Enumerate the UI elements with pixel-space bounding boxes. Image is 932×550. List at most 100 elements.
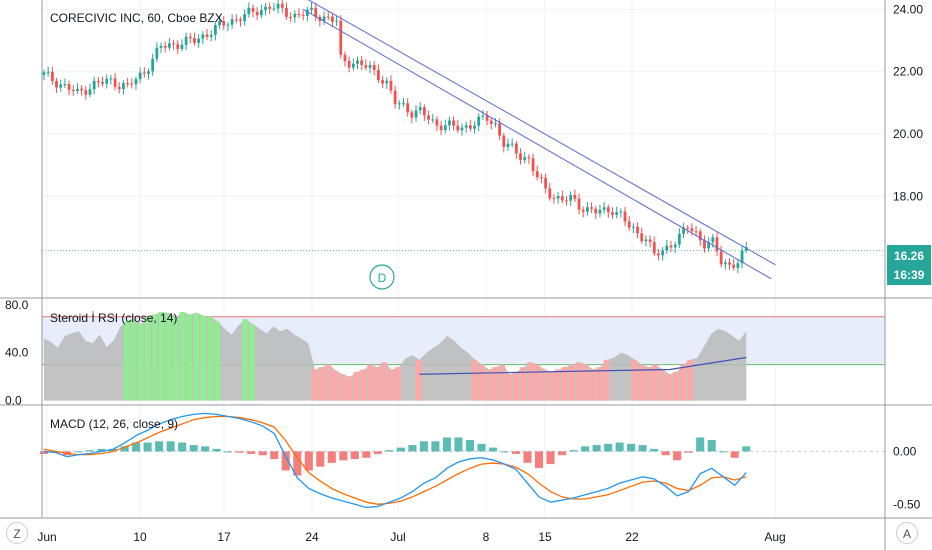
rsi-bar-overbought: [242, 319, 248, 401]
candle-body: [193, 38, 196, 43]
candle-body: [305, 9, 309, 16]
trend-line[interactable]: [303, 0, 776, 266]
candle: [682, 222, 685, 239]
candle: [661, 247, 665, 261]
rsi-bar-oversold: [388, 369, 394, 401]
candle: [385, 77, 389, 89]
candle-body: [397, 103, 401, 105]
macd-tick-label: 0.00: [893, 444, 917, 458]
candle-body: [665, 245, 669, 251]
x-tick-label: 10: [133, 530, 147, 544]
auto-scale-button[interactable]: A: [896, 522, 918, 544]
candle: [560, 190, 564, 204]
rsi-bar-overbought: [193, 313, 200, 401]
macd-histogram-bar: [477, 443, 486, 452]
macd-histogram-bar: [684, 451, 693, 453]
macd-histogram-bar: [534, 451, 544, 468]
trend-line[interactable]: [302, 8, 772, 280]
dividend-marker[interactable]: D: [369, 264, 395, 290]
candle-body: [640, 233, 644, 242]
candle: [239, 16, 242, 27]
candle-body: [410, 112, 414, 118]
macd-histogram-bar: [592, 445, 601, 452]
macd-histogram-bar: [212, 448, 221, 452]
price-pane[interactable]: [42, 0, 885, 280]
candle: [481, 110, 485, 120]
candle-body: [213, 25, 217, 35]
candle: [301, 10, 305, 21]
candle: [163, 41, 167, 53]
candle-body: [631, 226, 635, 228]
macd-histogram-bar: [258, 451, 267, 456]
candle-body: [565, 200, 568, 202]
candle-body: [694, 231, 698, 233]
price-tick-label: 18.00: [893, 189, 923, 203]
candle: [548, 182, 552, 201]
candle-body: [703, 240, 706, 249]
candle-body: [669, 245, 673, 248]
candle: [581, 206, 585, 218]
candle: [736, 259, 740, 274]
candle-body: [172, 43, 175, 45]
macd-histogram-bar: [155, 441, 164, 452]
candle-body: [218, 21, 221, 26]
candle-body: [661, 250, 665, 256]
candle: [92, 76, 96, 95]
candle-body: [414, 110, 418, 118]
candle: [640, 227, 644, 244]
candle-body: [723, 262, 727, 265]
candle: [594, 206, 598, 220]
macd-histogram-bar: [650, 448, 659, 452]
candle-body: [728, 262, 731, 265]
candle-body: [677, 233, 681, 245]
candle-body: [80, 88, 84, 91]
candle-body: [109, 78, 113, 80]
rsi-bar-overbought: [165, 313, 172, 401]
log-scale-button[interactable]: Z: [6, 522, 28, 544]
macd-histogram-bar: [558, 451, 567, 456]
macd-histogram-bar: [742, 446, 751, 452]
candle-body: [259, 10, 263, 16]
macd-histogram-bar: [707, 440, 716, 452]
candle: [377, 64, 380, 83]
price-tick-label: 24.00: [893, 2, 923, 16]
candle: [544, 173, 547, 194]
candle-body: [418, 107, 422, 111]
candle-body: [556, 196, 560, 199]
candle-body: [477, 116, 481, 126]
candle: [477, 113, 481, 132]
candle-body: [71, 89, 75, 91]
candle: [268, 2, 272, 14]
macd-histogram-bar: [638, 445, 647, 452]
candle: [46, 66, 50, 77]
candle: [297, 8, 301, 19]
macd-histogram-bar: [120, 446, 129, 452]
candle-body: [519, 153, 522, 161]
candle: [293, 10, 297, 23]
candle-body: [176, 44, 180, 49]
rsi-pane[interactable]: [42, 311, 885, 401]
candle-body: [452, 120, 456, 126]
candle-body: [711, 237, 715, 243]
macd-histogram-bar: [431, 441, 440, 452]
candle-body: [314, 7, 318, 17]
candle-body: [138, 72, 142, 80]
candle: [176, 40, 180, 55]
rsi-bar-oversold: [506, 374, 512, 401]
candle-body: [586, 207, 589, 212]
rsi-bar-oversold: [492, 367, 499, 401]
macd-histogram-bar: [281, 451, 290, 471]
macd-histogram-bar: [339, 451, 348, 461]
macd-histogram-bar: [442, 437, 451, 452]
rsi-bar-oversold: [374, 367, 380, 401]
candle: [180, 39, 184, 52]
candle-body: [59, 84, 63, 88]
candle-body: [50, 71, 54, 81]
candle: [502, 133, 506, 153]
candle-body: [740, 250, 744, 264]
candle-body: [117, 87, 121, 90]
candle: [222, 16, 226, 30]
candle-body: [46, 71, 50, 73]
macd-pane[interactable]: [39, 412, 885, 509]
candle-body: [623, 211, 627, 222]
